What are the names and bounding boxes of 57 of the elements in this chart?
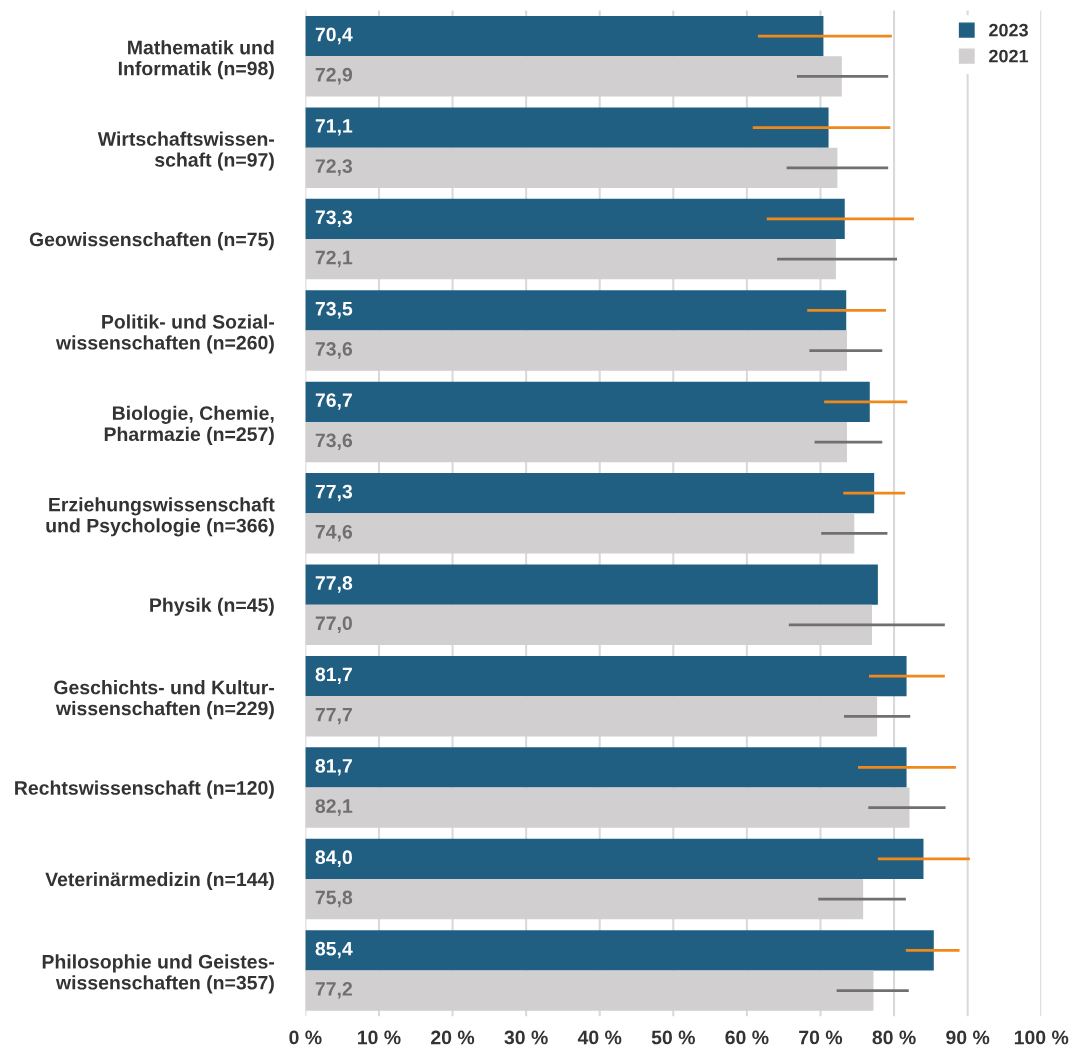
bar <box>305 198 845 240</box>
x-tick-label: 80 % <box>872 1030 916 1045</box>
data-label: 72,3 <box>315 159 353 176</box>
x-tick-label: 40 % <box>577 1030 622 1045</box>
bar <box>305 564 878 605</box>
y-tick-label: Veterinärmedizin (n=144) <box>45 871 274 891</box>
data-label: 77,8 <box>315 576 353 593</box>
data-label: 73,6 <box>315 342 353 359</box>
data-label: 75,8 <box>315 890 353 908</box>
x-tick-label: 20 % <box>431 1030 475 1045</box>
data-label: 77,0 <box>315 616 352 633</box>
y-tick-label: Biologie, Chemie, Pharmazie (n=257) <box>104 405 274 445</box>
x-tick-label: 50 % <box>651 1030 695 1045</box>
data-label: 73,5 <box>315 301 353 319</box>
y-tick-label: Wirtschaftswissen- schaft (n=97) <box>97 131 275 171</box>
data-label: 77,7 <box>315 707 352 725</box>
bar <box>305 655 907 697</box>
x-tick-label: 30 % <box>504 1030 548 1045</box>
bar <box>305 290 847 331</box>
bar <box>305 16 824 57</box>
data-label: 74,6 <box>315 524 353 542</box>
bar <box>305 838 924 880</box>
y-tick-label: Politik- und Sozial- wissenschaften (n=260) <box>55 314 275 354</box>
data-label: 77,2 <box>315 982 352 999</box>
x-tick-label: 70 % <box>799 1030 843 1045</box>
bar <box>305 747 907 788</box>
data-label: 84,0 <box>315 850 352 867</box>
y-tick-label: Physik (n=45) <box>150 597 274 616</box>
y-tick-label: Geowissenschaften (n=75) <box>29 232 274 251</box>
x-tick-label: 100 % <box>1014 1030 1069 1045</box>
x-tick-label: 0 % <box>289 1030 322 1045</box>
y-tick-label: Geschichts- und Kultur- wissenschaften (n=229) <box>54 680 275 720</box>
data-label: 82,1 <box>315 799 353 816</box>
data-label: 81,7 <box>315 667 352 685</box>
y-tick-label: Mathematik und Informatik (n=98) <box>118 40 274 80</box>
data-label: 81,7 <box>315 758 352 776</box>
legend-label: 2021 <box>989 49 1029 63</box>
data-label: 73,3 <box>315 210 353 228</box>
data-label: 85,4 <box>315 941 353 959</box>
bar <box>305 107 829 148</box>
data-label: 71,1 <box>315 119 353 136</box>
x-tick-label: 10 % <box>358 1030 401 1045</box>
y-tick-label: Erziehungswissenschaft und Psychologie (n=366) <box>46 497 275 537</box>
legend-label: 2023 <box>989 23 1028 37</box>
data-label: 73,6 <box>315 433 353 451</box>
data-label: 77,3 <box>315 484 353 502</box>
y-tick-label: Philosophie und Geistes- wissenschaften (n=357) <box>42 954 275 994</box>
x-tick-label: 90 % <box>946 1030 990 1045</box>
data-label: 72,9 <box>315 67 353 85</box>
data-label: 70,4 <box>315 27 353 45</box>
data-label: 72,1 <box>315 250 353 268</box>
data-label: 76,7 <box>315 393 352 410</box>
x-tick-label: 60 % <box>725 1030 769 1045</box>
bar <box>305 381 870 422</box>
y-tick-label: Rechtswissenschaft (n=120) <box>15 780 274 799</box>
bar <box>305 473 875 514</box>
bar <box>305 930 934 971</box>
